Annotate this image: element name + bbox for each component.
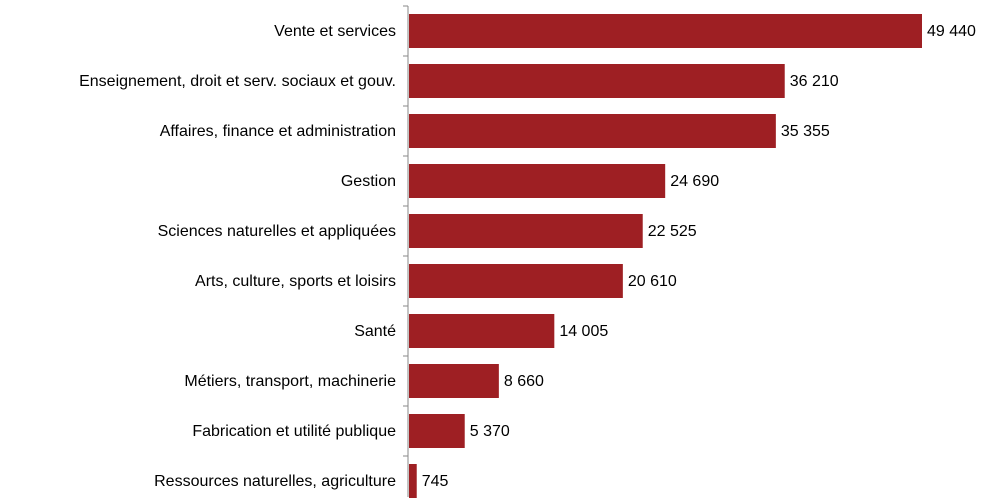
value-label: 49 440 [927, 23, 976, 40]
category-label: Fabrication et utilité publique [192, 423, 396, 440]
category-label: Santé [354, 323, 396, 340]
category-label: Arts, culture, sports et loisirs [195, 273, 396, 290]
category-label: Métiers, transport, machinerie [184, 373, 396, 390]
category-label: Sciences naturelles et appliquées [158, 223, 396, 240]
value-label: 5 370 [470, 423, 510, 440]
bar [409, 14, 922, 48]
bar [409, 464, 417, 498]
category-label: Enseignement, droit et serv. sociaux et … [79, 73, 396, 90]
value-label: 745 [422, 473, 449, 490]
value-label: 35 355 [781, 123, 830, 140]
category-label: Vente et services [274, 23, 396, 40]
bar [409, 114, 776, 148]
category-label: Ressources naturelles, agriculture [154, 473, 396, 490]
category-label: Gestion [341, 173, 396, 190]
bar [409, 214, 643, 248]
bar [409, 314, 555, 348]
bar [409, 364, 499, 398]
value-label: 14 005 [559, 323, 608, 340]
bar [409, 264, 623, 298]
bar [409, 64, 785, 98]
value-label: 36 210 [790, 73, 839, 90]
value-label: 22 525 [648, 223, 697, 240]
bar [409, 164, 666, 198]
category-label: Affaires, finance et administration [160, 123, 396, 140]
value-label: 24 690 [670, 173, 719, 190]
value-label: 8 660 [504, 373, 544, 390]
value-label: 20 610 [628, 273, 677, 290]
bar [409, 414, 465, 448]
